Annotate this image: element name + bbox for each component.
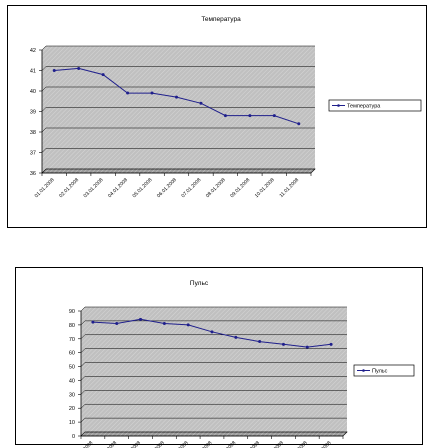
temperature-y-tick-label: 39: [30, 110, 36, 116]
temperature-gridline-depth: [41, 86, 47, 92]
pulse-data-point: [91, 320, 95, 324]
pulse-x-tick-label: 03.01.2008: [120, 440, 142, 448]
temperature-gridline-depth: [41, 107, 47, 112]
pulse-data-point: [186, 323, 190, 327]
temperature-data-point: [77, 66, 81, 70]
temperature-data-point: [272, 114, 276, 118]
pulse-y-tick-label: 90: [69, 309, 75, 315]
temperature-x-tick-label: 03.01.2008: [83, 177, 105, 199]
pulse-title: Пульс: [190, 280, 209, 287]
temperature-plot-hatch: [42, 46, 315, 173]
temperature-data-point: [248, 114, 252, 118]
temperature-y-tick-label: 42: [30, 48, 36, 54]
temperature-data-point: [223, 114, 227, 118]
pulse-data-point: [281, 342, 285, 346]
pulse-y-tick-label: 70: [69, 337, 75, 343]
pulse-data-point: [305, 345, 309, 349]
pulse-data-point: [162, 322, 166, 325]
pulse-x-tick-label: 02.01.2008: [96, 440, 118, 448]
temperature-data-point: [199, 101, 203, 105]
pulse-x-tick-label: 11.01.2008: [311, 440, 333, 448]
pulse-gridline-depth: [80, 376, 86, 381]
pulse-y-tick-label: 0: [72, 434, 75, 440]
pulse-x-tick-label: 06.01.2008: [191, 440, 213, 448]
temperature-title: Температура: [201, 16, 241, 23]
temperature-y-tick-label: 40: [30, 89, 36, 95]
pulse-x-tick-label: 01.01.2008: [72, 440, 94, 448]
temperature-legend-marker: [337, 104, 340, 107]
pulse-data-point: [115, 322, 119, 325]
pulse-y-tick-label: 30: [69, 392, 75, 398]
pulse-data-point: [210, 330, 214, 334]
temperature-x-tick-label: 11.01.2008: [279, 177, 301, 199]
temperature-x-tick-label: 06.01.2008: [156, 177, 178, 199]
pulse-legend-marker: [362, 369, 365, 372]
temperature-x-tick-label: 09.01.2008: [229, 177, 251, 199]
pulse-y-tick-label: 40: [69, 378, 75, 384]
temperature-data-point: [175, 95, 178, 99]
temperature-legend: [328, 99, 422, 112]
pulse-y-tick-label: 20: [69, 406, 75, 412]
pulse-chart: Пульс 0 10 20 30 40 50 60 70 80 90 01.01.200802.01.…: [15, 267, 423, 448]
temperature-x-tick-label: 04.01.2008: [107, 177, 129, 199]
pulse-gridline-depth: [80, 431, 86, 437]
pulse-x-tick-label: 10.01.2008: [287, 440, 309, 448]
pulse-x-tick-label: 07.01.2008: [215, 440, 237, 448]
temperature-chart: Температура 36 37 38 39 40 41 42 01.01.2008 02.01…: [7, 5, 427, 228]
temperature-data-point: [101, 73, 105, 77]
pulse-y-tick-label: 10: [69, 420, 75, 426]
pulse-plot-hatch: [81, 307, 347, 436]
pulse-data-point: [258, 340, 262, 344]
pulse-gridline-depth: [80, 320, 86, 326]
temperature-gridline-depth: [41, 45, 47, 51]
temperature-data-point: [297, 122, 301, 126]
temperature-data-point: [150, 91, 154, 95]
pulse-y-tick-label: 50: [69, 365, 75, 371]
temperature-x-tick-label: 10.01.2008: [254, 177, 276, 199]
pulse-legend: [353, 364, 415, 377]
temperature-x-tick-label: 08.01.2008: [205, 177, 227, 199]
temperature-y-tick-label: 36: [30, 171, 36, 177]
temperature-legend-label: Температура: [347, 104, 381, 110]
temperature-chart-svg: Температура 36 37 38 39 40 41 42 01.01.2008 02.01…: [30, 16, 422, 199]
pulse-gridline-depth: [80, 306, 86, 312]
pulse-gridline-depth: [80, 362, 86, 367]
temperature-x-tick-label: 07.01.2008: [180, 177, 202, 199]
temperature-x-tick-label: 05.01.2008: [132, 177, 154, 199]
temperature-y-tick-label: 41: [30, 69, 36, 75]
pulse-x-tick-label: 05.01.2008: [168, 440, 190, 448]
pulse-y-tick-label: 60: [69, 351, 75, 357]
temperature-x-tick-label: 01.01.2008: [34, 177, 56, 199]
pulse-data-point: [139, 317, 143, 321]
pulse-data-point: [234, 335, 238, 339]
pulse-data-point: [329, 342, 333, 346]
pulse-gridline-depth: [80, 334, 86, 339]
temperature-gridline-depth: [41, 148, 47, 153]
temperature-data-point: [126, 91, 130, 95]
pulse-legend-label: Пульс: [372, 369, 388, 375]
temperature-gridline-depth: [41, 168, 47, 174]
temperature-y-tick-label: 37: [30, 151, 36, 157]
pulse-x-tick-label: 09.01.2008: [263, 440, 285, 448]
pulse-x-tick-label: 08.01.2008: [239, 440, 261, 448]
pulse-gridline-depth: [80, 390, 86, 395]
temperature-x-tick-label: 02.01.2008: [58, 177, 80, 199]
pulse-x-tick-label: 04.01.2008: [144, 440, 166, 448]
pulse-y-tick-label: 80: [69, 323, 75, 329]
temperature-y-tick-label: 38: [30, 130, 36, 136]
pulse-gridline-depth: [80, 417, 86, 423]
temperature-gridline-depth: [41, 127, 47, 133]
pulse-gridline-depth: [80, 404, 86, 409]
temperature-gridline-depth: [41, 66, 47, 71]
pulse-chart-svg: Пульс 0 10 20 30 40 50 60 70 80 90 01.01.200802.01.…: [69, 280, 415, 448]
temperature-data-point: [52, 69, 56, 72]
pulse-gridline-depth: [80, 348, 86, 353]
